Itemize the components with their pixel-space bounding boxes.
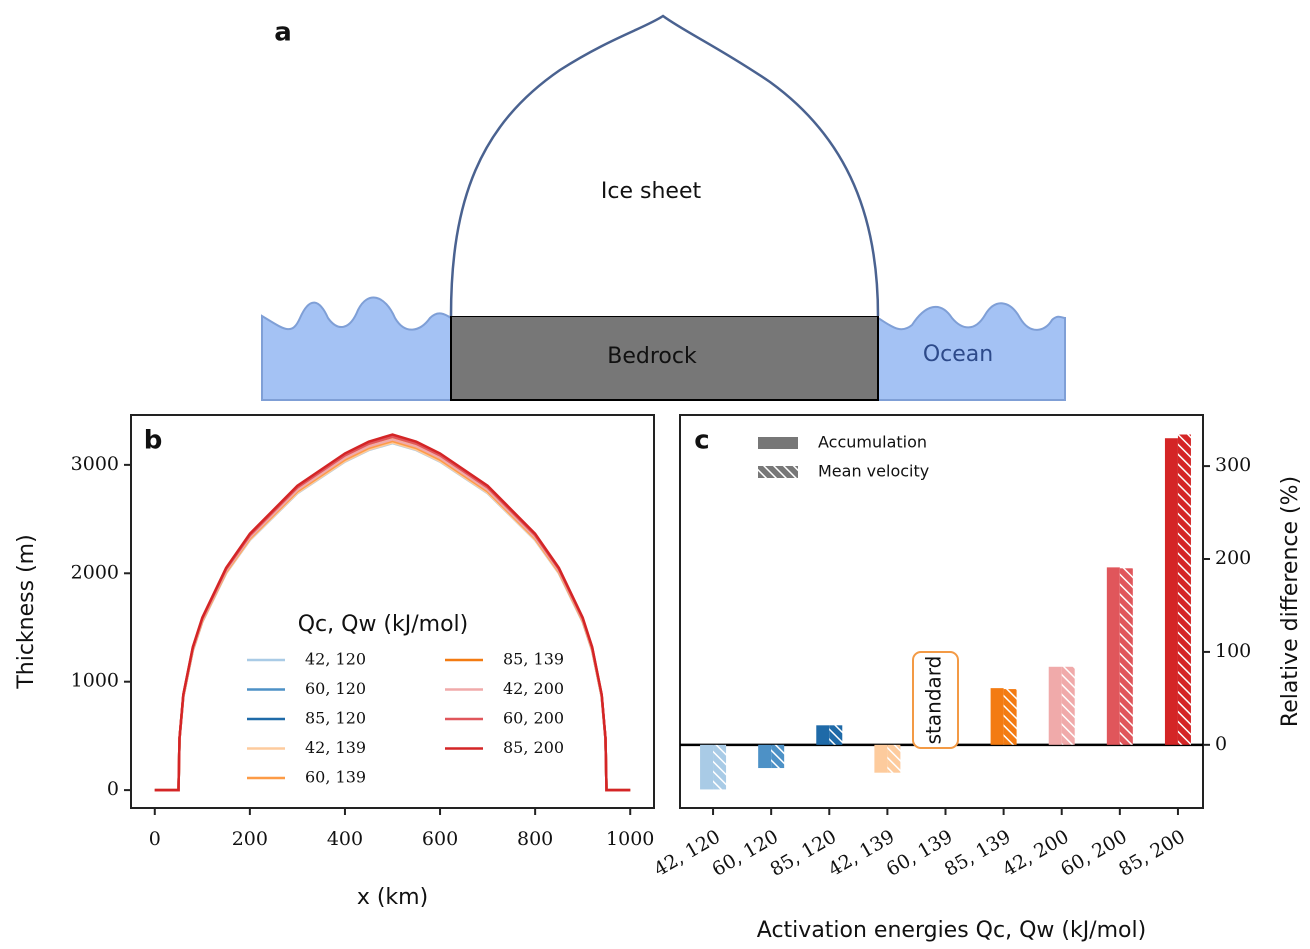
bar xyxy=(990,688,1004,745)
panel-label: a xyxy=(274,18,292,48)
x-tick-label: 85, 139 xyxy=(941,826,1015,881)
x-tick-label: 200 xyxy=(232,828,268,850)
panel-label: c xyxy=(694,426,709,456)
plot-frame xyxy=(130,414,655,809)
bar xyxy=(816,725,830,745)
x-tick-label: 60, 120 xyxy=(708,826,782,881)
y-tick-label: 200 xyxy=(1215,547,1251,569)
annotation: standard xyxy=(922,656,946,745)
bar xyxy=(771,744,785,769)
legend-label: 60, 120 xyxy=(305,679,366,698)
panel-label: b xyxy=(144,426,163,456)
x-tick-label: 400 xyxy=(327,828,363,850)
ocean-label: Ocean xyxy=(923,342,993,367)
legend-label: Mean velocity xyxy=(818,462,929,481)
legend-label: 85, 200 xyxy=(503,738,564,757)
y-tick-label: 100 xyxy=(1215,640,1251,662)
bar xyxy=(1048,666,1062,745)
legend-label: 60, 139 xyxy=(305,768,366,787)
bar xyxy=(1164,438,1178,745)
legend-swatch xyxy=(758,437,798,449)
bar xyxy=(758,744,772,769)
ice-sheet xyxy=(449,14,880,317)
plot-frame xyxy=(679,414,1204,809)
bar xyxy=(1061,666,1075,745)
bar xyxy=(713,744,727,790)
y-axis-label: Thickness (m) xyxy=(14,534,39,689)
x-tick-label: 85, 200 xyxy=(1115,826,1189,881)
annotation-box xyxy=(912,651,959,749)
legend-label: 60, 200 xyxy=(503,709,564,728)
legend-title: Qc, Qw (kJ/mol) xyxy=(298,612,469,637)
legend-label: 85, 120 xyxy=(305,709,366,728)
y-tick-label: 0 xyxy=(1215,733,1227,755)
x-tick-label: 600 xyxy=(422,828,458,850)
bar xyxy=(887,744,901,773)
x-axis-label: Activation energies Qc, Qw (kJ/mol) xyxy=(757,918,1146,943)
x-tick-label: 0 xyxy=(149,828,161,850)
legend-label: Accumulation xyxy=(818,433,927,452)
y-axis-label: Relative difference (%) xyxy=(1278,476,1303,727)
y-tick-label: 300 xyxy=(1215,454,1251,476)
x-tick-label: 800 xyxy=(517,828,553,850)
x-tick-label: 60, 139 xyxy=(883,826,957,881)
y-tick-label: 3000 xyxy=(71,453,119,475)
ocean-right xyxy=(877,302,1066,401)
bar xyxy=(1177,434,1191,745)
bedrock xyxy=(450,315,879,401)
x-tick-label: 42, 120 xyxy=(650,826,724,881)
x-tick-label: 85, 120 xyxy=(766,826,840,881)
legend-label: 42, 139 xyxy=(305,738,366,757)
x-axis-label: x (km) xyxy=(357,885,428,910)
legend-swatch xyxy=(758,466,798,478)
bar xyxy=(874,744,888,773)
y-tick-label: 0 xyxy=(107,778,119,800)
bar xyxy=(1003,689,1017,745)
x-tick-label: 42, 139 xyxy=(825,826,899,881)
legend-label: 42, 120 xyxy=(305,650,366,669)
ocean-left xyxy=(261,296,452,401)
x-tick-label: 42, 200 xyxy=(999,826,1073,881)
ice-sheet-label: Ice sheet xyxy=(601,179,702,204)
bedrock-label: Bedrock xyxy=(607,344,697,369)
bar xyxy=(1119,568,1133,745)
legend-label: 42, 200 xyxy=(503,679,564,698)
line xyxy=(154,433,631,792)
x-tick-label: 60, 200 xyxy=(1057,826,1131,881)
legend-label: 85, 139 xyxy=(503,650,564,669)
bar xyxy=(829,725,843,745)
y-tick-label: 2000 xyxy=(71,561,119,583)
bar xyxy=(1106,567,1120,745)
bar xyxy=(700,744,714,790)
y-tick-label: 1000 xyxy=(71,670,119,692)
x-tick-label: 1000 xyxy=(606,828,654,850)
